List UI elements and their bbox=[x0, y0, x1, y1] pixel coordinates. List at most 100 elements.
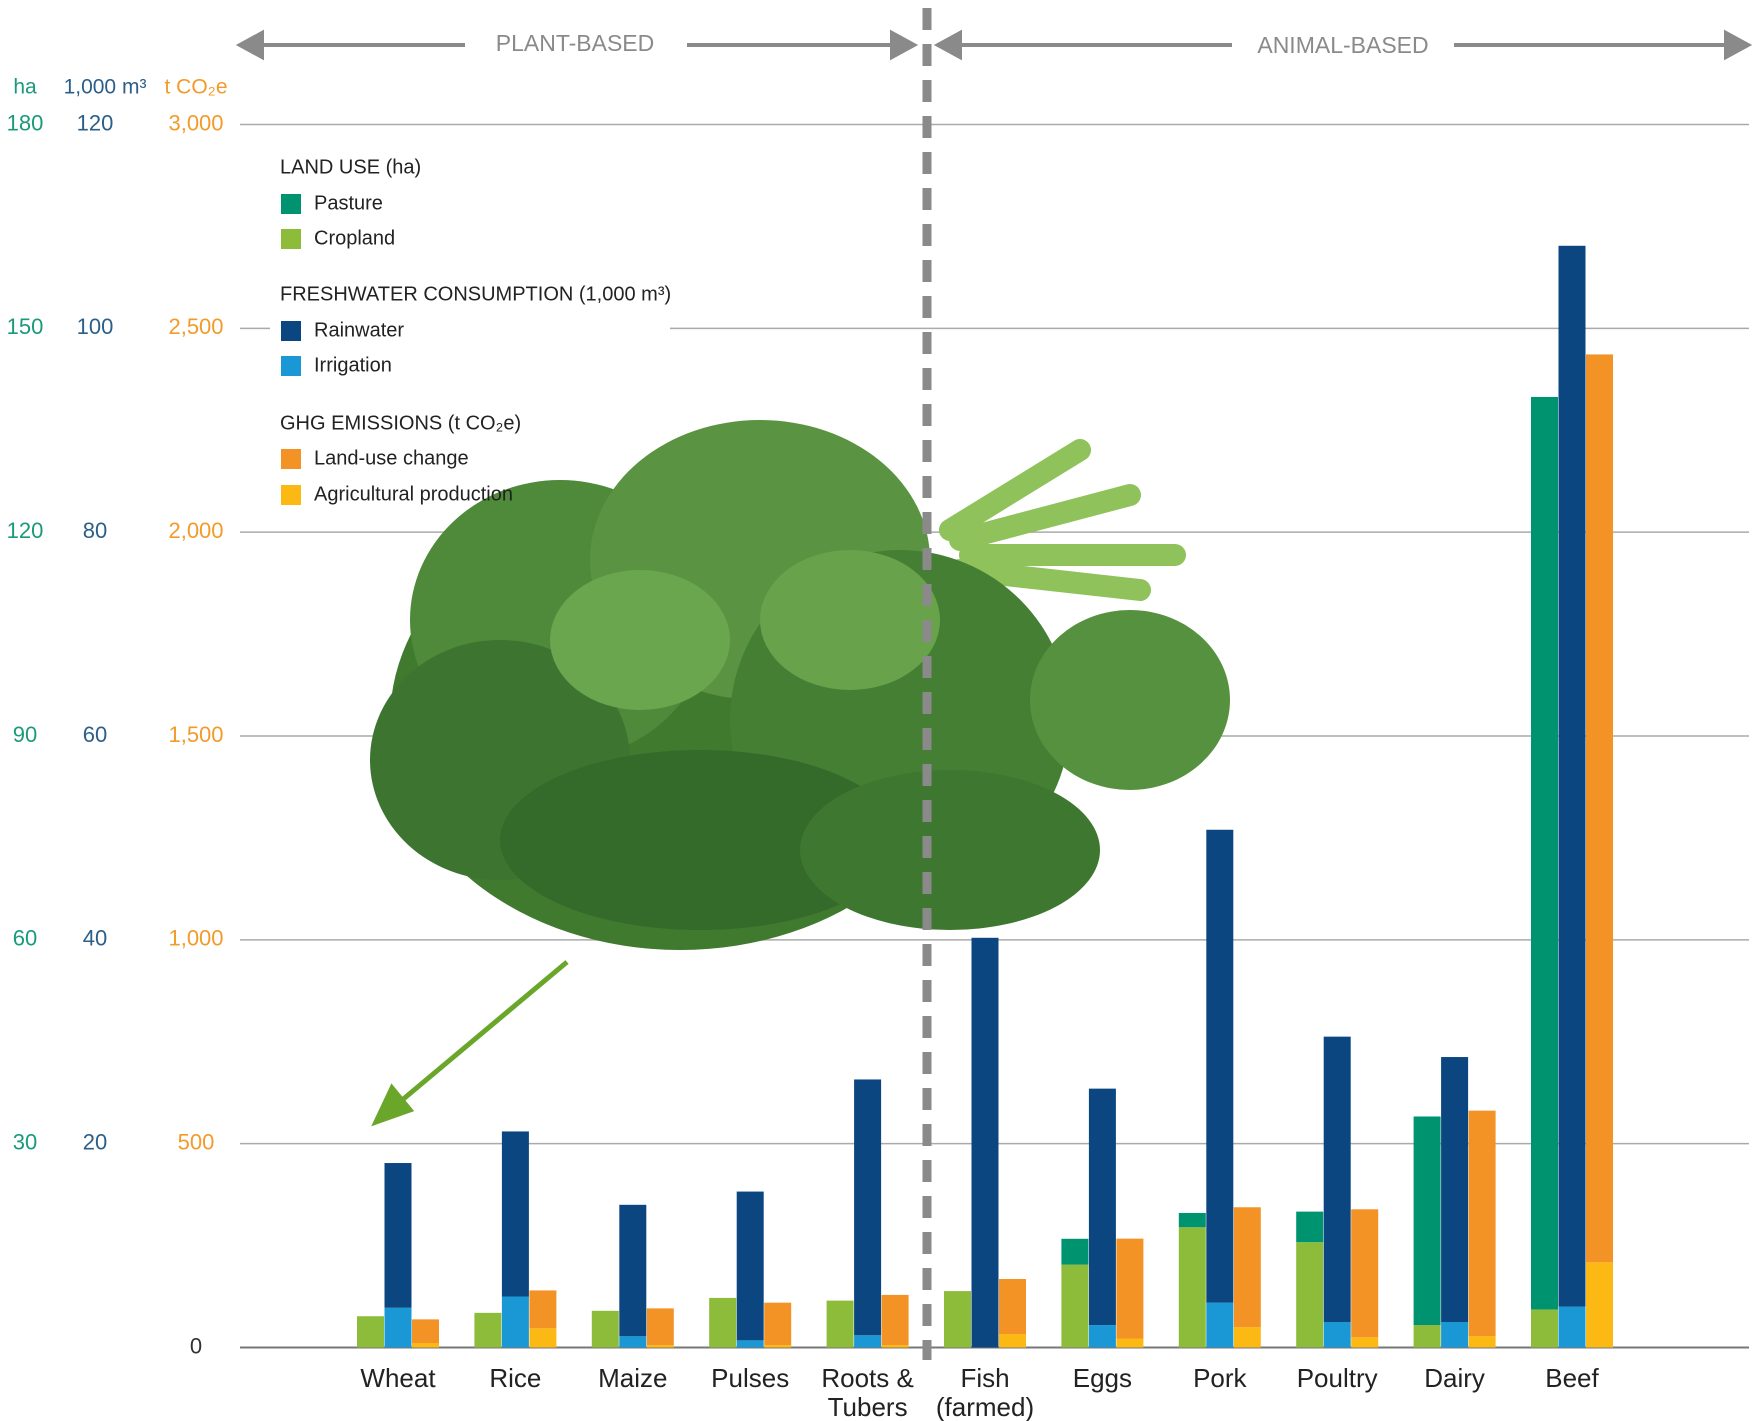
legend-background bbox=[270, 150, 670, 520]
bar-segment bbox=[999, 1334, 1026, 1348]
y-tick-label: 60 bbox=[13, 926, 37, 951]
bar-segment bbox=[1468, 1110, 1496, 1337]
axis-unit: ha bbox=[13, 76, 37, 99]
bar-segment bbox=[529, 1328, 557, 1348]
bar-segment bbox=[1296, 1242, 1324, 1348]
bar-segment bbox=[1468, 1336, 1496, 1348]
bar-segment bbox=[501, 1131, 529, 1297]
y-tick-label: 80 bbox=[83, 518, 107, 543]
bar-segment bbox=[1061, 1264, 1089, 1348]
bar-segment bbox=[1531, 396, 1558, 1310]
bar-segment bbox=[1116, 1338, 1144, 1348]
bar-segment bbox=[1323, 1322, 1351, 1348]
y-tick-label: 0 bbox=[190, 1333, 202, 1358]
bar-segment bbox=[1178, 1212, 1206, 1228]
bar-segment bbox=[1586, 1262, 1613, 1348]
legend-label: Rainwater bbox=[314, 319, 404, 341]
bar-segment bbox=[501, 1296, 529, 1348]
y-tick-label: 150 bbox=[7, 314, 44, 339]
bar-segment bbox=[1178, 1227, 1206, 1348]
bar-segment bbox=[619, 1204, 647, 1337]
bar-segment bbox=[1088, 1088, 1116, 1326]
bar-segment bbox=[357, 1316, 384, 1348]
header-arrows bbox=[235, 29, 1753, 61]
x-tick-label: Maize bbox=[598, 1363, 668, 1393]
bar-segment bbox=[1206, 829, 1234, 1303]
bar-segment bbox=[971, 937, 999, 1348]
axis-unit: t CO₂e bbox=[165, 76, 228, 99]
bar-segment bbox=[881, 1294, 909, 1346]
y-tick-label: 60 bbox=[83, 722, 107, 747]
bar-segment bbox=[1323, 1036, 1351, 1323]
x-tick-label: Beef bbox=[1545, 1363, 1599, 1393]
bar-segment bbox=[412, 1319, 439, 1344]
x-tick-label: Fish (farmed) bbox=[935, 1363, 1035, 1421]
bar-segment bbox=[764, 1345, 792, 1348]
bar-segment bbox=[854, 1079, 882, 1336]
bar-segment bbox=[1116, 1238, 1144, 1339]
y-tick-label: 20 bbox=[83, 1129, 107, 1154]
bar-segment bbox=[1233, 1327, 1261, 1348]
legend-title: FRESHWATER CONSUMPTION (1,000 m³) bbox=[280, 283, 671, 305]
bar-segment bbox=[1413, 1116, 1441, 1326]
bar-segment bbox=[881, 1345, 909, 1348]
bar-segment bbox=[384, 1163, 412, 1308]
legend-label: Land-use change bbox=[314, 447, 469, 469]
x-tick-label: Dairy bbox=[1424, 1363, 1485, 1393]
y-tick-label: 180 bbox=[7, 110, 44, 135]
bar-segment bbox=[764, 1302, 792, 1346]
bar-segment bbox=[1296, 1211, 1324, 1243]
y-tick-label: 500 bbox=[178, 1129, 215, 1154]
bar-segment bbox=[591, 1310, 619, 1348]
legend-swatch bbox=[281, 449, 301, 469]
bar-segment bbox=[1558, 1306, 1586, 1348]
bar-segment bbox=[619, 1336, 647, 1348]
legend-swatch bbox=[281, 356, 301, 376]
legend-title: GHG EMISSIONS (t CO₂e) bbox=[280, 412, 521, 434]
legend-swatch bbox=[281, 485, 301, 505]
bar-segment bbox=[384, 1307, 412, 1348]
y-tick-label: 2,000 bbox=[168, 518, 223, 543]
bar-segment bbox=[1233, 1207, 1261, 1328]
y-tick-label: 3,000 bbox=[168, 110, 223, 135]
bar-segment bbox=[529, 1290, 557, 1329]
bar-segment bbox=[1206, 1302, 1234, 1348]
bar-segment bbox=[1441, 1322, 1469, 1348]
bar-segment bbox=[1586, 354, 1613, 1263]
y-tick-label: 90 bbox=[13, 722, 37, 747]
legend-label: Agricultural production bbox=[314, 483, 513, 505]
bar-segment bbox=[854, 1335, 882, 1348]
x-tick-label: Pulses bbox=[711, 1363, 790, 1393]
legend-label: Irrigation bbox=[314, 354, 392, 376]
x-tick-label: Rice bbox=[489, 1363, 542, 1393]
bar-segment bbox=[736, 1191, 764, 1341]
bar-segment bbox=[736, 1340, 764, 1348]
bar-segment bbox=[646, 1345, 674, 1348]
y-tick-label: 1,000 bbox=[168, 926, 223, 951]
bar-segment bbox=[1558, 245, 1586, 1307]
y-tick-label: 120 bbox=[77, 110, 114, 135]
legend-swatch bbox=[281, 194, 301, 214]
bar-segment bbox=[709, 1297, 737, 1348]
bar-segment bbox=[944, 1291, 971, 1348]
bar-segment bbox=[474, 1312, 502, 1348]
pointer-arrow bbox=[371, 960, 569, 1127]
bar-segment bbox=[1061, 1238, 1089, 1265]
y-tick-label: 30 bbox=[13, 1129, 37, 1154]
y-tick-label: 120 bbox=[7, 518, 44, 543]
bar-segment bbox=[826, 1300, 854, 1348]
axis-unit: 1,000 m³ bbox=[64, 76, 147, 99]
section-label: ANIMAL-BASED bbox=[1257, 32, 1428, 58]
x-tick-label: Pork bbox=[1193, 1363, 1247, 1393]
bar-segment bbox=[646, 1308, 674, 1346]
y-tick-label: 40 bbox=[83, 926, 107, 951]
bar-segment bbox=[999, 1279, 1026, 1335]
y-tick-label: 2,500 bbox=[168, 314, 223, 339]
x-tick-label: Wheat bbox=[360, 1363, 436, 1393]
legend-swatch bbox=[281, 229, 301, 249]
bar-segment bbox=[412, 1343, 439, 1348]
x-tick-label: Eggs bbox=[1072, 1363, 1133, 1393]
y-tick-label: 1,500 bbox=[168, 722, 223, 747]
kale-image bbox=[370, 420, 1230, 950]
